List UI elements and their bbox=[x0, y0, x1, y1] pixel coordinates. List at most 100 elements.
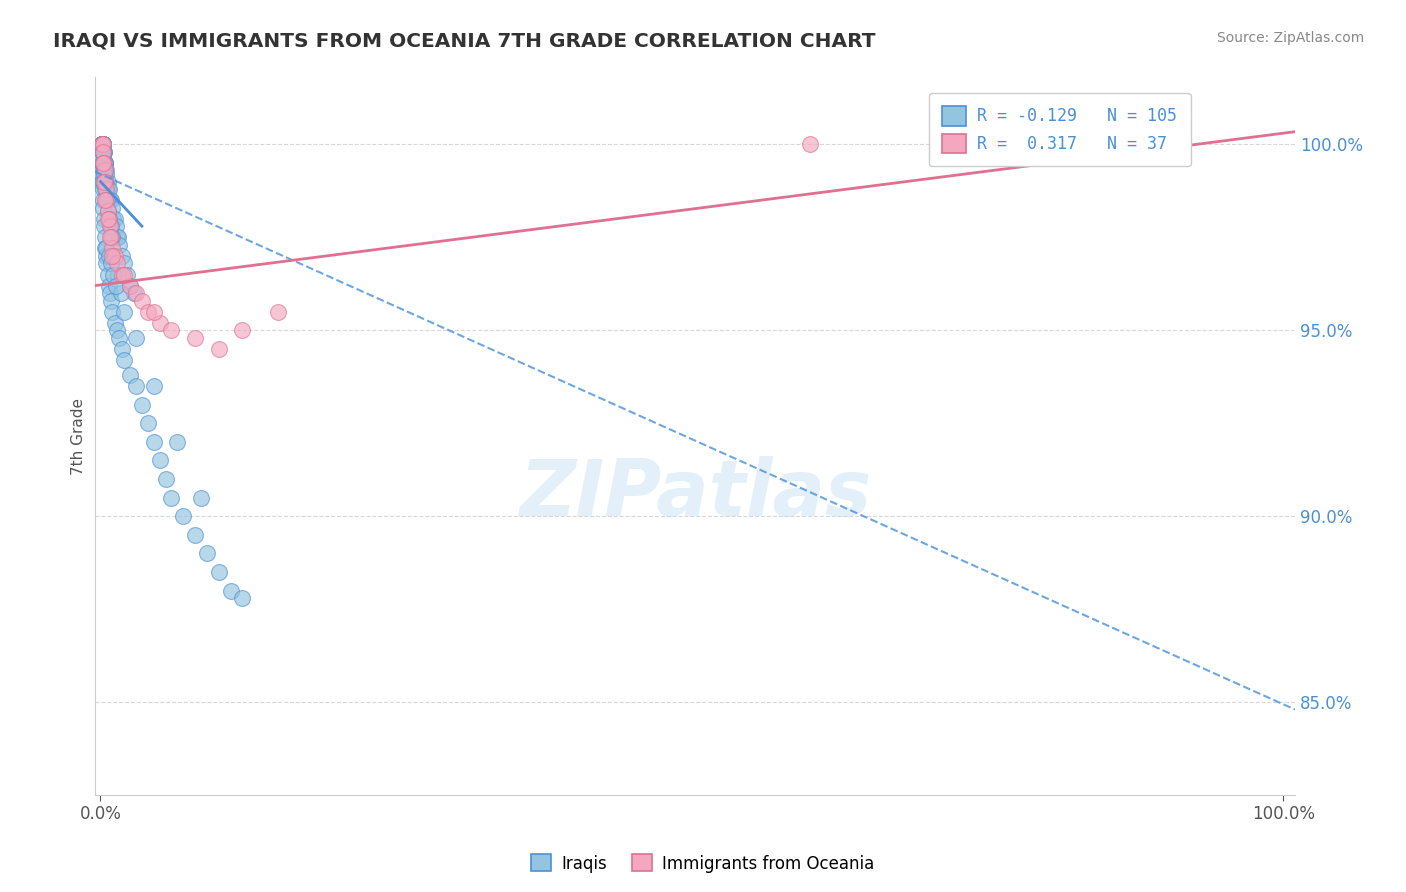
Point bbox=[97, 182, 120, 196]
Point bbox=[122, 286, 145, 301]
Point bbox=[97, 268, 120, 282]
Point bbox=[231, 591, 253, 605]
Point bbox=[101, 201, 124, 215]
Point bbox=[94, 163, 117, 178]
Point bbox=[91, 175, 114, 189]
Point bbox=[104, 249, 127, 263]
Point bbox=[90, 137, 112, 152]
Point bbox=[103, 268, 125, 282]
Point bbox=[101, 242, 124, 256]
Y-axis label: 7th Grade: 7th Grade bbox=[72, 398, 86, 475]
Point bbox=[94, 163, 117, 178]
Point bbox=[184, 331, 207, 345]
Point bbox=[112, 268, 135, 282]
Legend: R = -0.129   N = 105, R =  0.317   N = 37: R = -0.129 N = 105, R = 0.317 N = 37 bbox=[929, 93, 1191, 167]
Point bbox=[91, 137, 114, 152]
Legend: Iraqis, Immigrants from Oceania: Iraqis, Immigrants from Oceania bbox=[524, 847, 882, 880]
Point bbox=[104, 211, 127, 226]
Point bbox=[96, 256, 118, 270]
Point bbox=[160, 323, 183, 337]
Point bbox=[97, 249, 120, 263]
Point bbox=[91, 156, 114, 170]
Point bbox=[90, 137, 112, 152]
Point bbox=[91, 137, 114, 152]
Point bbox=[104, 219, 127, 234]
Point bbox=[112, 353, 135, 368]
Point bbox=[107, 268, 129, 282]
Point bbox=[131, 398, 153, 412]
Point bbox=[98, 219, 121, 234]
Point bbox=[93, 145, 115, 159]
Point bbox=[125, 379, 148, 393]
Point bbox=[90, 156, 112, 170]
Point bbox=[96, 193, 118, 207]
Point bbox=[118, 368, 141, 382]
Point bbox=[93, 175, 115, 189]
Point bbox=[94, 175, 117, 189]
Point bbox=[103, 211, 125, 226]
Point bbox=[125, 286, 148, 301]
Point bbox=[93, 145, 115, 159]
Point bbox=[97, 204, 120, 219]
Point bbox=[111, 249, 134, 263]
Point bbox=[142, 379, 165, 393]
Point bbox=[166, 434, 188, 449]
Point bbox=[97, 211, 120, 226]
Point bbox=[267, 304, 290, 318]
Point bbox=[184, 528, 207, 542]
Point bbox=[111, 268, 134, 282]
Point bbox=[100, 193, 122, 207]
Point bbox=[94, 175, 117, 189]
Point bbox=[96, 242, 118, 256]
Text: IRAQI VS IMMIGRANTS FROM OCEANIA 7TH GRADE CORRELATION CHART: IRAQI VS IMMIGRANTS FROM OCEANIA 7TH GRA… bbox=[53, 31, 876, 50]
Point bbox=[90, 137, 112, 152]
Point bbox=[94, 193, 117, 207]
Point bbox=[91, 145, 114, 159]
Point bbox=[100, 230, 122, 244]
Point bbox=[98, 211, 121, 226]
Point bbox=[110, 286, 132, 301]
Point bbox=[93, 156, 115, 170]
Point bbox=[111, 342, 134, 356]
Point bbox=[219, 583, 242, 598]
Point bbox=[98, 286, 121, 301]
Point bbox=[91, 137, 114, 152]
Point bbox=[105, 323, 128, 337]
Point bbox=[100, 219, 122, 234]
Point bbox=[190, 491, 212, 505]
Point bbox=[90, 137, 112, 152]
Point bbox=[118, 278, 141, 293]
Point bbox=[112, 304, 135, 318]
Point bbox=[105, 256, 128, 270]
Point bbox=[98, 230, 121, 244]
Point bbox=[91, 182, 114, 196]
Point bbox=[93, 145, 115, 159]
Point bbox=[136, 416, 159, 430]
Point bbox=[93, 201, 115, 215]
Point bbox=[136, 304, 159, 318]
Point bbox=[97, 182, 120, 196]
Point bbox=[94, 182, 117, 196]
Point bbox=[108, 237, 131, 252]
Point bbox=[91, 137, 114, 152]
Point bbox=[91, 167, 114, 181]
Point bbox=[93, 219, 115, 234]
Point bbox=[91, 137, 114, 152]
Point bbox=[131, 293, 153, 308]
Point bbox=[94, 249, 117, 263]
Point bbox=[93, 156, 115, 170]
Point bbox=[91, 137, 114, 152]
Point bbox=[112, 256, 135, 270]
Point bbox=[93, 145, 115, 159]
Point bbox=[101, 304, 124, 318]
Point bbox=[97, 211, 120, 226]
Point bbox=[93, 193, 115, 207]
Point bbox=[1094, 130, 1116, 145]
Point bbox=[149, 453, 172, 467]
Point bbox=[108, 331, 131, 345]
Point bbox=[93, 163, 115, 178]
Point bbox=[94, 182, 117, 196]
Point bbox=[97, 278, 120, 293]
Point bbox=[118, 278, 141, 293]
Point bbox=[93, 163, 115, 178]
